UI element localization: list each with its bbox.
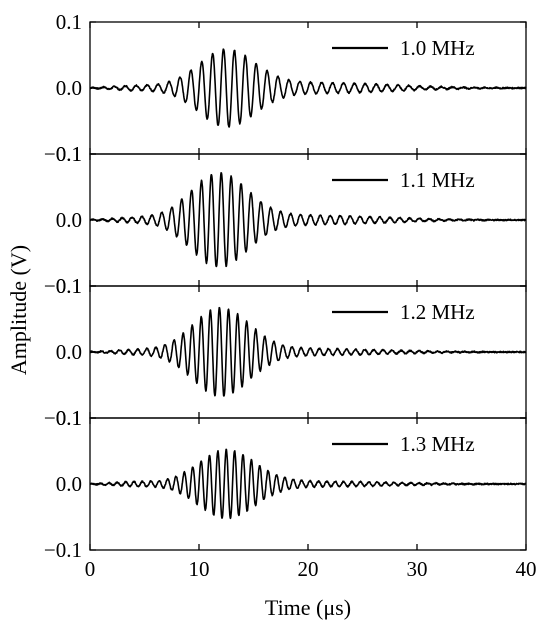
x-tick-label: 40 <box>516 557 537 581</box>
chart-panels: 0.1 0.0 −0.1 1.0 MHz 0.1 0.0 −0.1 1.1 MHz 0.1 0.0… <box>44 10 527 562</box>
y-tick-label: 0.0 <box>56 208 82 232</box>
series-line-1.0-mhz <box>89 48 527 128</box>
x-tick-label: 30 <box>407 557 428 581</box>
y-tick-label: 0.1 <box>56 10 82 34</box>
panel-4: 0.1 0.0 −0.1 1.3 MHz <box>44 406 527 562</box>
x-axis-ticks: 0 10 20 30 40 <box>85 557 537 581</box>
y-tick-label: 0.0 <box>56 340 82 364</box>
series-line-1.1-mhz <box>89 172 527 268</box>
legend-label: 1.0 MHz <box>400 36 475 60</box>
panel-3: 0.1 0.0 −0.1 1.2 MHz <box>44 274 527 430</box>
y-axis-label: Amplitude (V) <box>6 245 31 375</box>
series-line-1.2-mhz <box>89 306 527 397</box>
y-tick-label: 0.0 <box>56 472 82 496</box>
legend-label: 1.1 MHz <box>400 168 475 192</box>
y-tick-label: 0.1 <box>56 274 82 298</box>
series-line-1.3-mhz <box>89 448 527 520</box>
y-tick-label: −0.1 <box>44 406 82 430</box>
y-tick-label: 0.1 <box>56 406 82 430</box>
x-tick-label: 0 <box>85 557 96 581</box>
y-tick-label: −0.1 <box>44 538 82 562</box>
x-tick-label: 20 <box>298 557 319 581</box>
y-tick-label: −0.1 <box>44 142 82 166</box>
x-tick-label: 10 <box>189 557 210 581</box>
x-axis-label: Time (μs) <box>265 595 351 620</box>
panel-2: 0.1 0.0 −0.1 1.1 MHz <box>44 142 527 298</box>
legend-label: 1.2 MHz <box>400 300 475 324</box>
y-tick-label: −0.1 <box>44 274 82 298</box>
panel-1: 0.1 0.0 −0.1 1.0 MHz <box>44 10 527 166</box>
y-tick-label: 0.1 <box>56 142 82 166</box>
legend-label: 1.3 MHz <box>400 432 475 456</box>
y-tick-label: 0.0 <box>56 76 82 100</box>
